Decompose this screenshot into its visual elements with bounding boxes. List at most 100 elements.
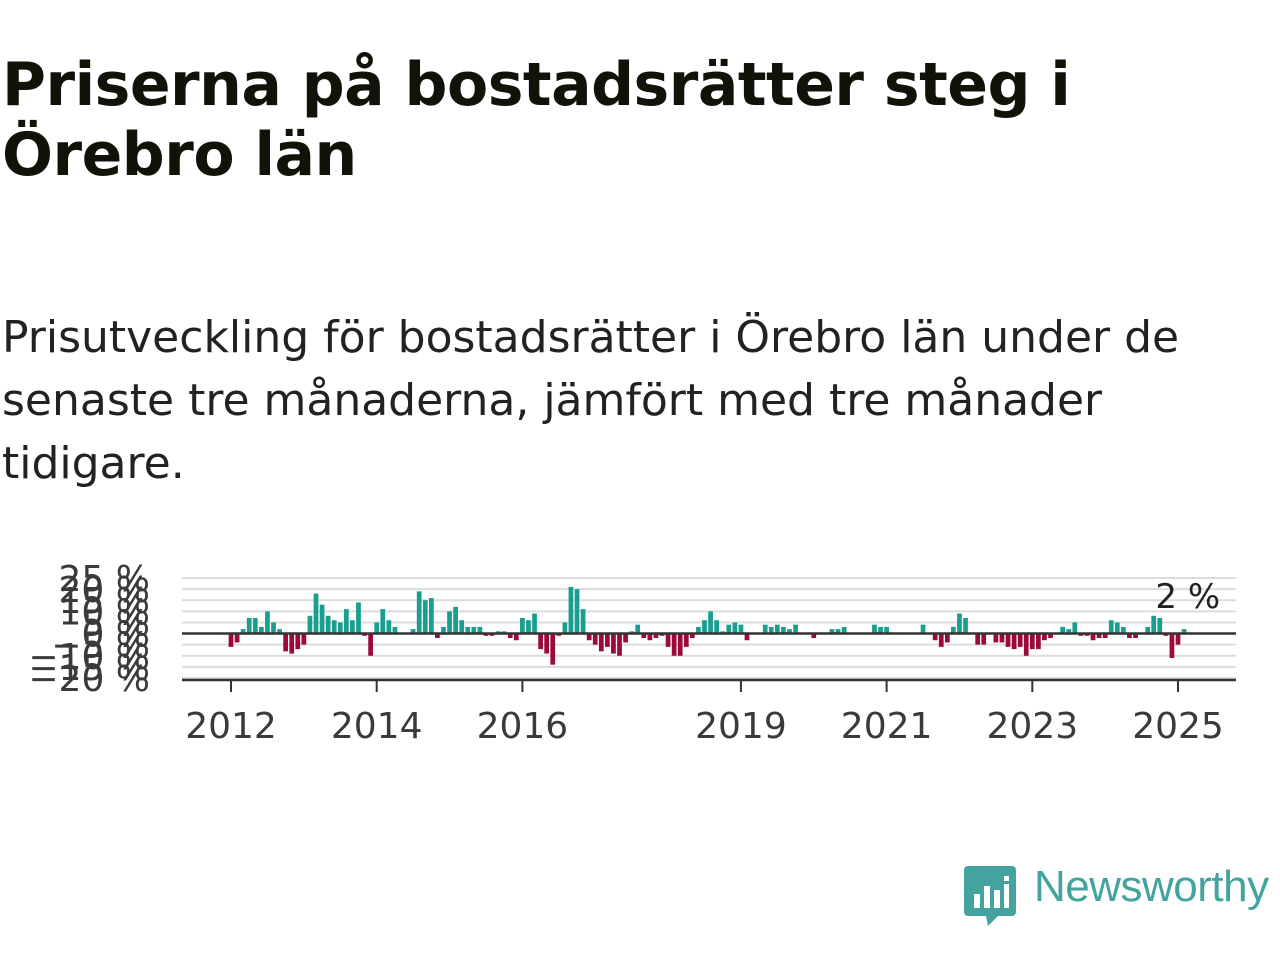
y-tick-label: 5 % — [81, 603, 150, 644]
y-tick-label: 20 % — [59, 570, 150, 611]
bar — [1042, 633, 1047, 641]
bar — [295, 633, 301, 650]
bar — [872, 624, 877, 634]
bar — [422, 600, 428, 634]
bar — [878, 626, 883, 634]
bar — [368, 633, 373, 656]
x-axis-labels: 2012 2014 2016 2019 2021 2023 2025 — [185, 706, 1224, 740]
bar — [598, 633, 604, 652]
bar — [416, 591, 422, 634]
bar — [574, 589, 580, 634]
bar — [726, 624, 732, 634]
price-change-bar-chart: 25 %20 %15 %10 %5 %0 %−5 %−10 %−15 %−20 … — [28, 559, 1236, 740]
bar — [1114, 622, 1120, 634]
y-tick-label: 0 % — [81, 615, 150, 656]
bar — [386, 620, 392, 634]
chart-subtitle: Prisutveckling för bostadsrätter i Örebr… — [2, 312, 1180, 489]
bar — [356, 602, 361, 634]
bar — [1151, 615, 1157, 634]
bar — [1133, 633, 1138, 638]
bar — [944, 633, 950, 643]
bar — [787, 629, 792, 634]
bar — [350, 620, 355, 634]
bar — [623, 633, 628, 643]
bar — [963, 618, 968, 634]
bar — [920, 624, 926, 634]
bar — [993, 633, 999, 643]
bar — [768, 626, 774, 634]
bar — [289, 633, 295, 654]
bar — [1017, 633, 1023, 647]
bar — [568, 586, 574, 634]
bar — [307, 615, 313, 634]
bar — [702, 620, 707, 634]
bar — [738, 624, 744, 634]
bar — [1108, 620, 1114, 634]
bar — [1157, 618, 1163, 634]
bar — [1090, 633, 1096, 641]
bar — [708, 611, 713, 634]
y-tick-label: 10 % — [59, 592, 150, 633]
bar — [507, 633, 513, 638]
bar — [1060, 626, 1066, 634]
bar — [520, 618, 525, 634]
bar — [677, 633, 683, 656]
bar — [1169, 633, 1175, 658]
bar — [1066, 629, 1072, 634]
bar — [258, 626, 264, 634]
y-tick-label: −15 % — [28, 648, 150, 689]
y-tick-label: −20 % — [28, 659, 150, 700]
bar — [774, 624, 780, 634]
x-tick-label: 2019 — [695, 706, 787, 740]
bar — [981, 633, 987, 645]
bar — [513, 633, 519, 641]
bar — [228, 633, 234, 647]
chart-title: Priserna på bostadsrätter steg i Örebro … — [2, 50, 1071, 190]
bar — [586, 633, 592, 641]
bar — [271, 622, 276, 634]
bar — [283, 633, 289, 652]
bar — [392, 626, 398, 634]
bar — [252, 618, 258, 634]
bar — [453, 606, 458, 634]
bar — [459, 620, 465, 634]
bar — [313, 593, 319, 634]
bar — [246, 618, 252, 634]
bar — [435, 633, 440, 638]
bar — [465, 626, 471, 634]
bar — [477, 626, 483, 634]
bar — [265, 611, 270, 634]
x-axis — [182, 678, 1236, 692]
bar — [611, 633, 616, 654]
bar — [1011, 633, 1017, 650]
bar — [240, 629, 246, 634]
bar — [683, 633, 689, 647]
bar — [951, 626, 956, 634]
bar — [829, 629, 835, 634]
bar — [665, 633, 671, 647]
bar — [1023, 633, 1029, 656]
y-tick-label: 15 % — [59, 581, 150, 622]
bar — [380, 609, 386, 634]
bar — [526, 620, 531, 634]
bar — [580, 609, 586, 634]
bar — [1036, 633, 1041, 650]
bar — [550, 633, 556, 665]
bar — [835, 629, 841, 634]
bar — [841, 626, 847, 634]
bar — [653, 633, 659, 638]
bar — [562, 622, 568, 634]
y-tick-label: −5 % — [51, 626, 150, 667]
bar — [1072, 622, 1078, 634]
x-tick-label: 2016 — [477, 706, 569, 740]
bar — [647, 633, 653, 641]
bars — [228, 586, 1187, 665]
bar — [374, 622, 380, 634]
bar — [592, 633, 598, 645]
bar — [884, 626, 889, 634]
bar — [544, 633, 550, 654]
bar — [781, 626, 786, 634]
bar — [689, 633, 695, 638]
bar — [605, 633, 610, 647]
newsworthy-logo: Newsworthy — [964, 862, 1280, 928]
